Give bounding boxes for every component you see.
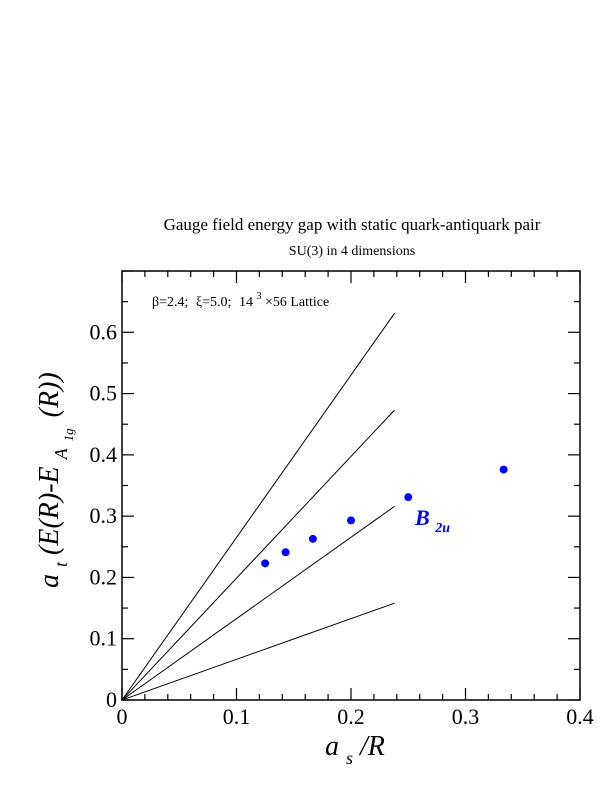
y-tick-label: 0.3 [90,503,118,528]
chart-subtitle: SU(3) in 4 dimensions [289,244,415,259]
x-tick-label: 0.4 [566,704,594,729]
y-axis-label-sub2: A [51,447,71,460]
x-axis-label-sub: s [346,748,353,768]
x-tick-label: 0.1 [223,704,251,729]
annotation-lattice-base: 14 [239,295,253,310]
y-tick-label: 0.1 [90,626,118,651]
y-axis-label-part3: (R)) [34,372,65,417]
y-tick-label: 0.2 [90,564,118,589]
data-points [261,465,508,568]
axis-tick-labels: 0 0.1 0.2 0.3 0.4 0 0.1 0.2 0.3 0.4 0.5 0.6 [90,319,594,729]
annotation-beta: β=2.4; [152,295,188,310]
x-axis-label-rest: /R [358,731,385,762]
y-tick-label: 0 [106,687,117,712]
y-axis-label-part2: (E(R)-E [34,466,65,555]
data-point-b2u [347,516,355,525]
reference-line-4 [121,312,395,701]
x-axis-label-main: a [325,731,339,762]
data-point-b2u [308,534,317,543]
chart-title: Gauge field energy gap with static quark… [164,215,541,234]
y-tick-label: 0.5 [90,381,118,406]
reference-line-1 [121,602,395,701]
y-axis-label-sub3: 1g [61,428,76,442]
x-tick-label: 0.3 [452,704,480,729]
reference-line-3 [121,409,395,701]
lattice-annotation: β=2.4; ξ=5.0; 14 3 ×56 Lattice [152,288,329,310]
y-axis-label-sub1: t [51,561,71,567]
annotation-xi: ξ=5.0; [196,295,232,310]
data-point-b2u [281,548,290,557]
y-tick-label: 0.6 [90,319,118,344]
annotation-lattice-rest: ×56 Lattice [265,295,329,310]
axis-ticks [121,270,581,701]
x-tick-label: 0 [117,704,128,729]
y-tick-label: 0.4 [90,442,118,467]
reference-line-2 [121,505,395,701]
data-point-b2u [261,559,270,568]
y-axis-label-part1: a [34,574,65,588]
x-tick-label: 0.2 [337,704,365,729]
x-axis-label: a s /R [325,731,385,771]
series-label-b2u: B 2u [414,505,450,536]
reference-lines [121,312,395,701]
plot-frame [121,270,581,701]
data-point-b2u [404,493,413,502]
y-axis-label: a t (E(R)-E A 1g (R)) [34,372,80,588]
series-label-main: B [414,505,430,530]
series-label-sub: 2u [434,521,450,536]
data-point-b2u [499,465,508,474]
annotation-lattice-exp: 3 [256,291,261,302]
